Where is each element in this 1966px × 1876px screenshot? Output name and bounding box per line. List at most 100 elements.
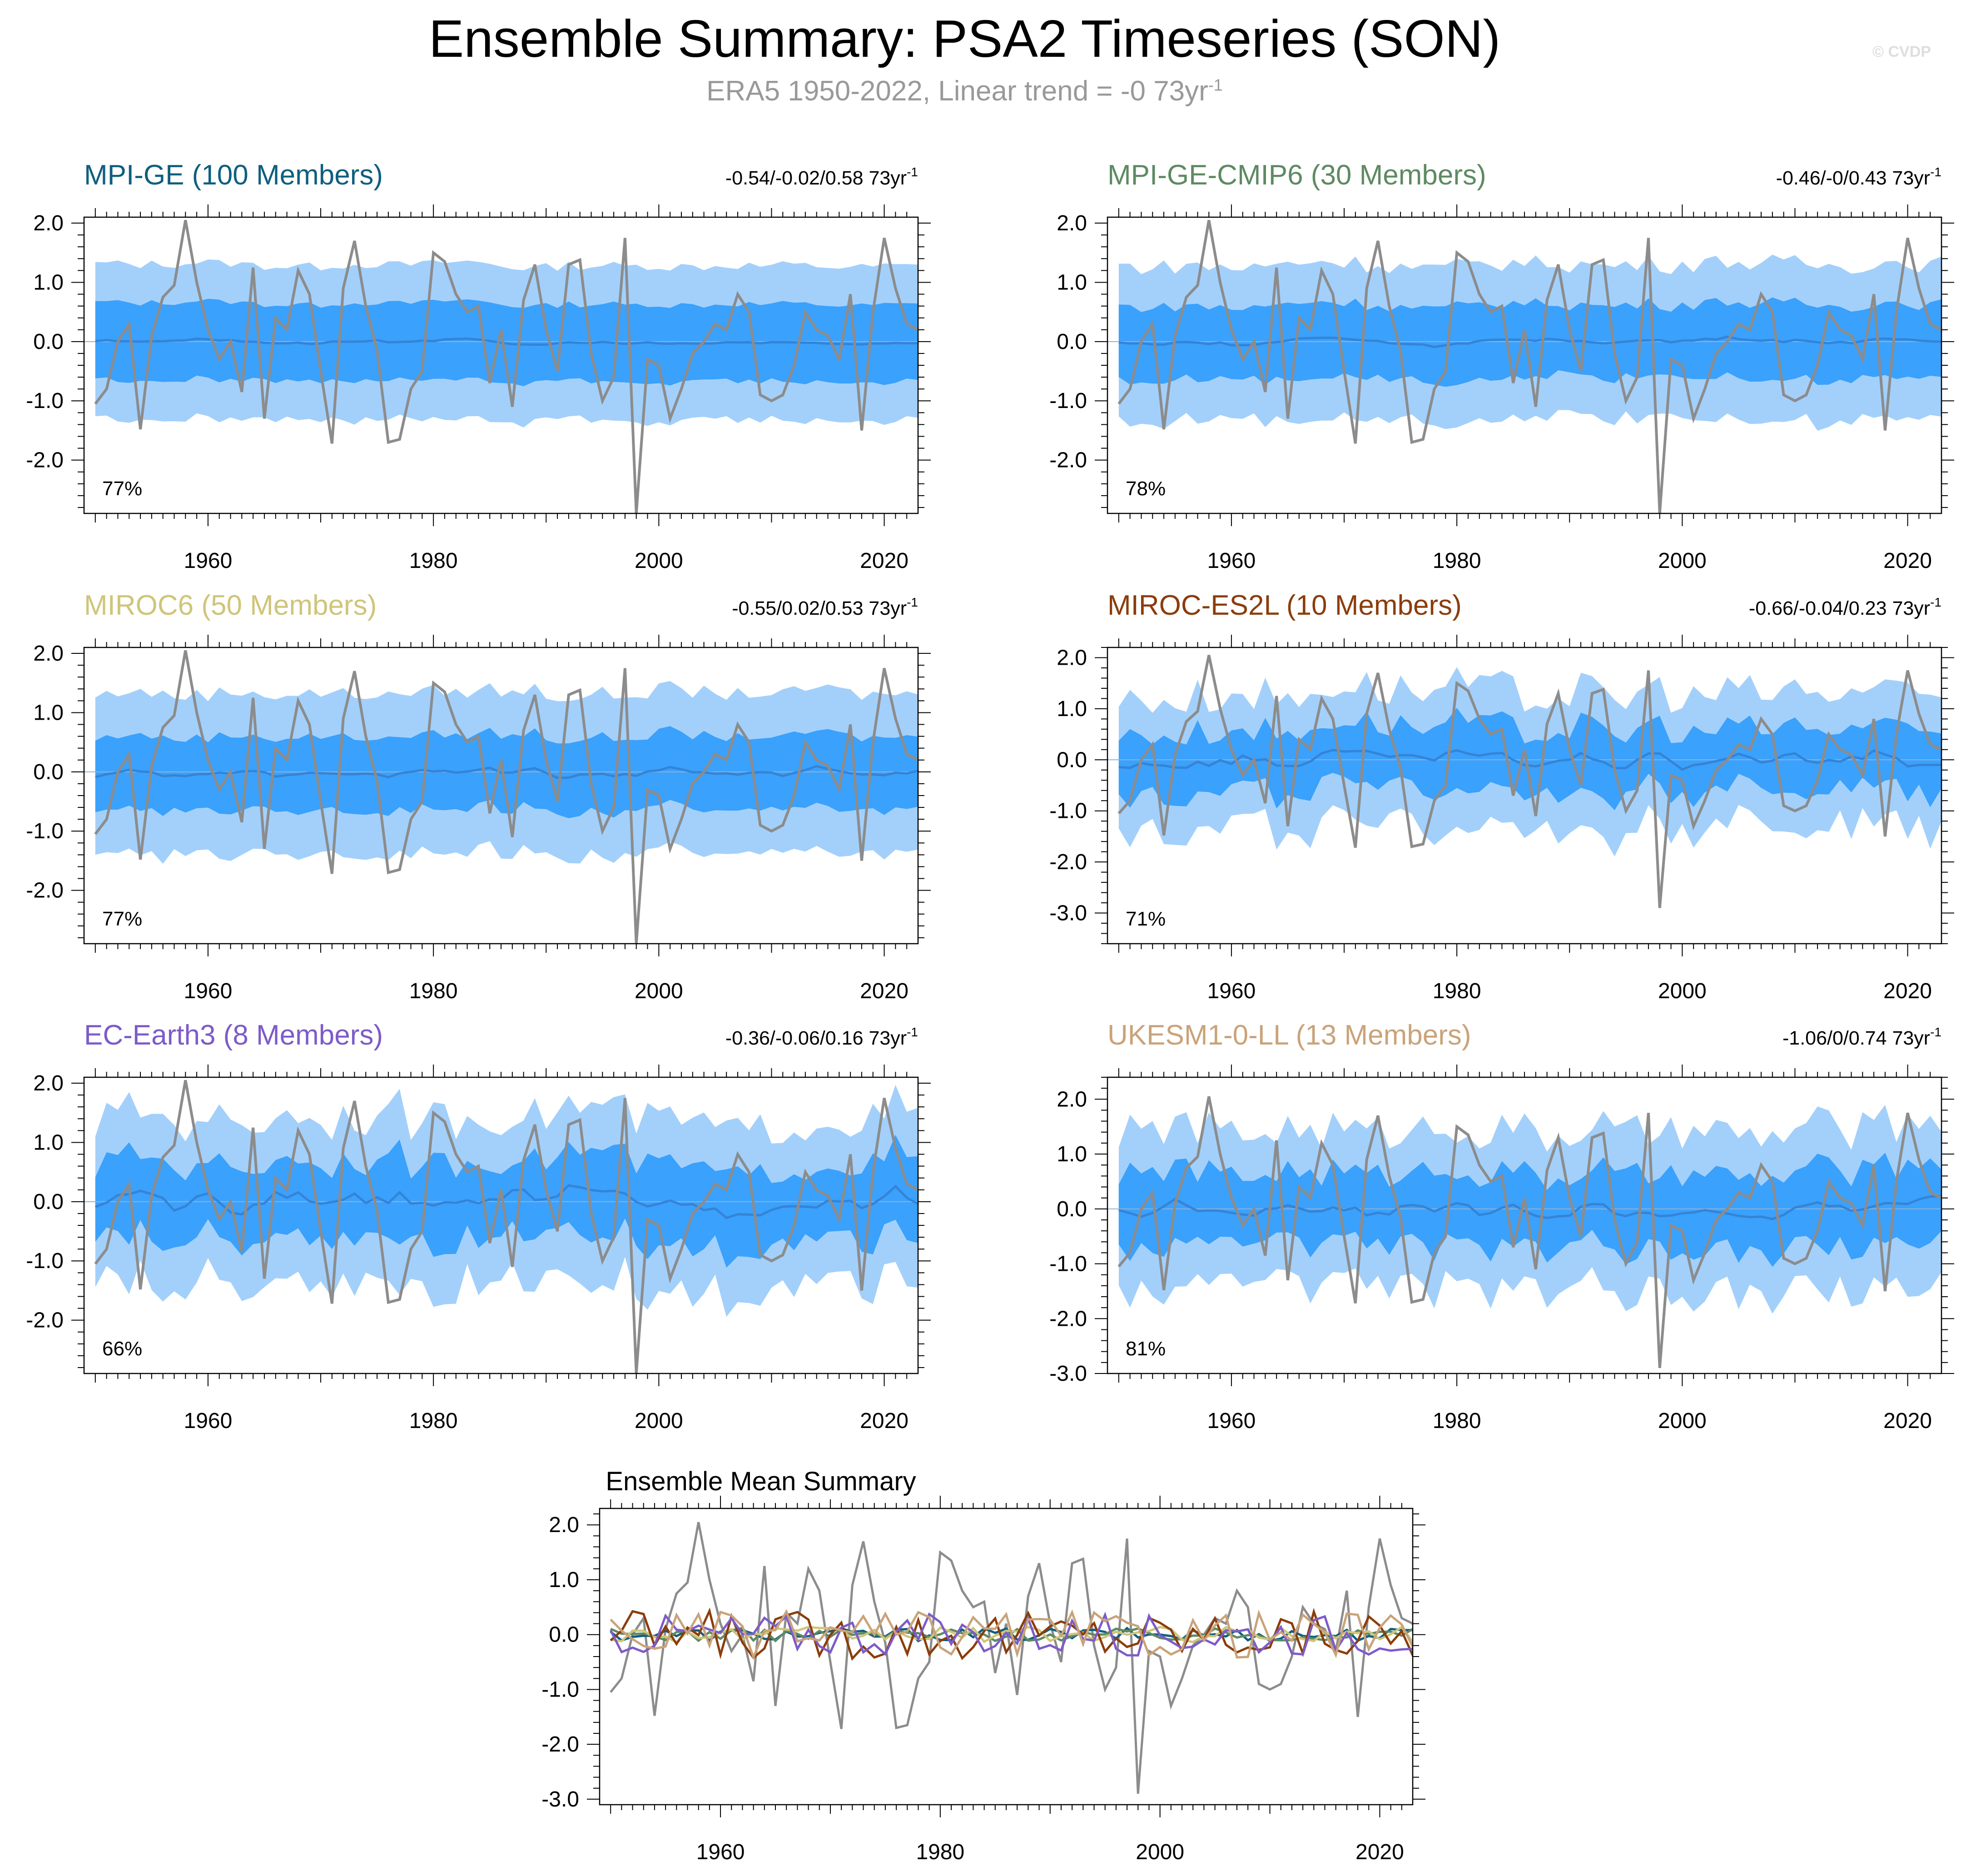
x-tick-label: 2000 <box>635 549 683 573</box>
era5-line <box>94 1080 918 1373</box>
era5-line <box>1117 1096 1941 1368</box>
ensemble-mean-line <box>1118 1195 1941 1220</box>
panel-title: MIROC-ES2L (10 Members) <box>1107 590 1462 621</box>
panel-title: EC-Earth3 (8 Members) <box>84 1020 383 1051</box>
x-tick-label: 2000 <box>1658 979 1707 1003</box>
ensemble-mean-line <box>95 765 918 779</box>
y-tick-label: 2.0 <box>1057 211 1087 235</box>
percent-label: 78% <box>1126 478 1166 500</box>
panel-4: 1960 1980 2000 2020 2.0 1.0 0.0 -1.0 -2.0 EC-Eart… <box>26 1020 931 1433</box>
panel-0: 1960 1980 2000 2020 2.0 1.0 0.0 -1.0 -2.0 MPI-GE … <box>26 159 931 573</box>
y-tick-label: 0.0 <box>549 1623 579 1647</box>
percent-label: 77% <box>102 478 142 500</box>
y-tick-label: -3.0 <box>1049 1362 1087 1386</box>
x-tick-label: 2020 <box>860 549 909 573</box>
y-tick-label: -2.0 <box>1049 850 1087 874</box>
era5-line <box>94 650 918 944</box>
y-tick-label: 1.0 <box>33 701 64 725</box>
x-tick-label: 1960 <box>696 1840 745 1864</box>
y-tick-label: -2.0 <box>1049 448 1087 473</box>
y-tick-label: -2.0 <box>26 448 64 473</box>
trend-sup: -1 <box>907 595 918 609</box>
x-tick-label: 1960 <box>184 1409 233 1433</box>
trend-sup: -1 <box>907 1025 918 1039</box>
trend-label: -0.36/-0.06/0.16 73yr-1 <box>725 1025 918 1049</box>
plot-area <box>1107 1096 1941 1368</box>
inner-band <box>1118 297 1941 387</box>
figure-subtitle: ERA5 1950-2022, Linear trend = -0 73yr-1 <box>0 75 1929 107</box>
y-tick-label: -1.0 <box>26 1249 64 1273</box>
copyright-label: © CVDP <box>1872 43 1931 60</box>
inner-band <box>95 1135 918 1268</box>
x-tick-label: 2020 <box>860 1409 909 1433</box>
percent-label: 77% <box>102 908 142 930</box>
y-tick-label: -1.0 <box>26 389 64 413</box>
series-ukesm1-0-ll <box>610 1609 1413 1661</box>
plot-area <box>84 219 918 513</box>
y-tick-label: 1.0 <box>549 1568 579 1592</box>
y-tick-label: -3.0 <box>1049 901 1087 926</box>
plot-area <box>84 1080 918 1373</box>
trend-label: -0.54/-0.02/0.58 73yr-1 <box>725 165 918 189</box>
ensemble-mean-line <box>1118 749 1941 771</box>
y-tick-label: 0.0 <box>33 1190 64 1214</box>
y-tick-label: 1.0 <box>1057 697 1087 721</box>
panel-1: 1960 1980 2000 2020 2.0 1.0 0.0 -1.0 -2.0 MPI-GE-… <box>1049 159 1954 573</box>
x-tick-label: 1960 <box>184 979 233 1003</box>
y-tick-label: 0.0 <box>1057 748 1087 772</box>
x-tick-label: 2020 <box>1883 1409 1932 1433</box>
trend-label: -1.06/0/0.74 73yr-1 <box>1782 1025 1941 1049</box>
ensemble-mean-line <box>95 337 918 346</box>
y-tick-label: -1.0 <box>1049 799 1087 823</box>
y-tick-label: 0.0 <box>33 760 64 784</box>
x-tick-label: 2020 <box>1883 979 1932 1003</box>
x-tick-label: 2000 <box>1658 1409 1707 1433</box>
trend-label: -0.66/-0.04/0.23 73yr-1 <box>1749 595 1941 619</box>
panel-title: Ensemble Mean Summary <box>606 1467 916 1496</box>
x-tick-label: 2020 <box>1355 1840 1404 1864</box>
panel-5: 1960 1980 2000 2020 2.0 1.0 0.0 -1.0 -2.0 -3.0 UKE… <box>1049 1020 1954 1433</box>
y-tick-label: 2.0 <box>33 211 64 235</box>
percent-label: 66% <box>102 1338 142 1360</box>
trend-text: -0.66/-0.04/0.23 73yr <box>1749 597 1930 619</box>
x-tick-label: 1980 <box>409 1409 458 1433</box>
x-tick-label: 2020 <box>1883 549 1932 573</box>
plot-area <box>1107 219 1941 513</box>
x-tick-label: 1980 <box>916 1840 964 1864</box>
trend-text: -1.06/0/0.74 73yr <box>1782 1027 1930 1049</box>
trend-sup: -1 <box>1930 165 1941 179</box>
trend-sup: -1 <box>907 165 918 179</box>
panel-title: MPI-GE (100 Members) <box>84 159 383 191</box>
x-tick-label: 2000 <box>635 979 683 1003</box>
x-tick-label: 1980 <box>1433 549 1481 573</box>
trend-label: -0.55/0.02/0.53 73yr-1 <box>732 595 918 619</box>
x-tick-label: 1980 <box>409 549 458 573</box>
y-tick-label: -2.0 <box>26 1309 64 1333</box>
y-tick-label: 2.0 <box>549 1513 579 1537</box>
y-tick-label: 2.0 <box>1057 1087 1087 1111</box>
panel-title: UKESM1-0-LL (13 Members) <box>1107 1020 1471 1051</box>
era5-line <box>1117 219 1941 513</box>
y-tick-label: 1.0 <box>1057 270 1087 294</box>
subtitle-text: ERA5 1950-2022, Linear trend = -0 73yr <box>706 75 1208 107</box>
trend-text: -0.55/0.02/0.53 73yr <box>732 597 907 619</box>
y-tick-label: 1.0 <box>33 270 64 294</box>
percent-label: 71% <box>1126 908 1166 930</box>
plot-area <box>609 1522 1413 1794</box>
y-tick-label: 2.0 <box>1057 646 1087 670</box>
plot-area <box>1107 655 1941 908</box>
era5-line <box>1117 655 1941 908</box>
x-tick-label: 1960 <box>1207 1409 1256 1433</box>
y-tick-label: -3.0 <box>541 1787 579 1811</box>
x-tick-label: 2000 <box>1136 1840 1184 1864</box>
plot-area <box>84 650 918 944</box>
x-tick-label: 2020 <box>860 979 909 1003</box>
trend-text: -0.36/-0.06/0.16 73yr <box>725 1027 907 1049</box>
trend-text: -0.54/-0.02/0.58 73yr <box>725 167 907 189</box>
y-tick-label: -1.0 <box>541 1677 579 1702</box>
y-tick-label: -2.0 <box>26 879 64 903</box>
y-tick-label: 2.0 <box>33 642 64 666</box>
percent-label: 81% <box>1126 1338 1166 1360</box>
series-era5 <box>610 1522 1413 1794</box>
